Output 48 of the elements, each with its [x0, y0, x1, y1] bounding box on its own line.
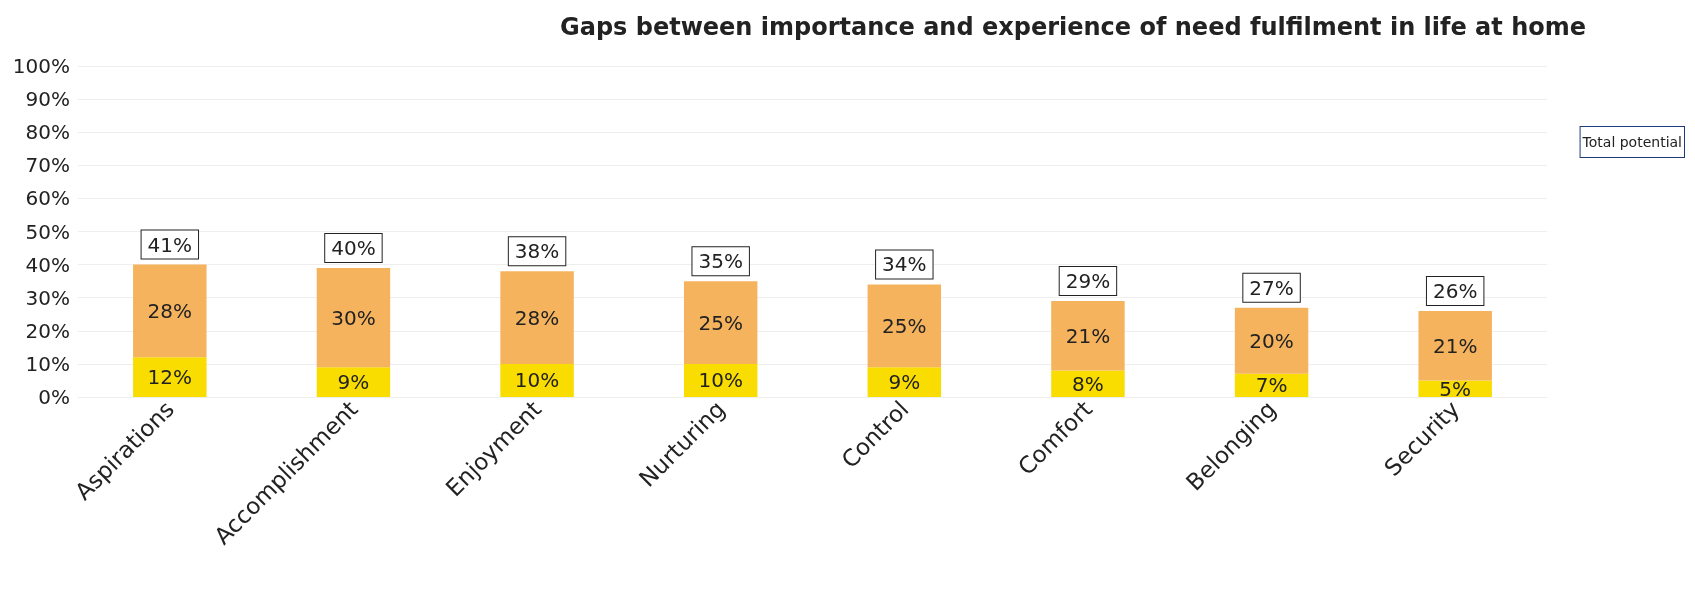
bar: [867, 284, 942, 368]
y-tick-label: 30%: [25, 285, 70, 310]
total-label: 38%: [514, 239, 560, 264]
bar: [867, 367, 942, 397]
total-label: 27%: [1249, 275, 1294, 300]
data-label: 10%: [514, 368, 560, 393]
y-tick-label: 20%: [25, 318, 70, 343]
y-tick-label: 50%: [25, 219, 70, 244]
y-tick-label: 90%: [25, 87, 70, 112]
data-label: 21%: [1065, 323, 1111, 348]
bar: [683, 281, 758, 364]
data-label: 12%: [147, 365, 193, 390]
data-label: 20%: [1249, 328, 1294, 353]
y-tick-label: 100%: [12, 54, 70, 78]
text: Total potential: [1581, 134, 1682, 150]
data-label: 5%: [1439, 376, 1472, 401]
data-label: 28%: [514, 305, 560, 330]
y-tick-label: 0%: [38, 385, 70, 409]
total-label: 26%: [1432, 278, 1478, 303]
data-label: 30%: [331, 305, 376, 330]
data-label: 9%: [888, 370, 921, 395]
chart-title: Gaps between importance and experience of need fulfilment in life at home: [560, 13, 1586, 41]
total-label: 41%: [147, 232, 193, 257]
total-label: 34%: [882, 252, 927, 277]
y-tick-label: 80%: [25, 120, 70, 145]
total-label: 29%: [1065, 269, 1111, 294]
data-label: 8%: [1072, 371, 1104, 396]
total-label: 35%: [698, 249, 743, 274]
total-label: 40%: [331, 235, 376, 260]
data-label: 7%: [1255, 373, 1288, 398]
data-label: 21%: [1432, 333, 1478, 358]
bar: [133, 264, 207, 358]
data-label: 25%: [882, 313, 927, 338]
y-tick-label: 40%: [25, 252, 70, 277]
bar: [133, 357, 207, 397]
bar: [1051, 301, 1125, 371]
bar: [316, 267, 391, 368]
data-label: 9%: [337, 370, 370, 395]
bar: [500, 271, 574, 364]
y-tick-label: 60%: [25, 186, 70, 211]
bar: [316, 367, 391, 397]
bar: [1418, 310, 1492, 381]
data-label: 28%: [147, 298, 193, 323]
y-tick-label: 70%: [25, 153, 70, 178]
data-label: 25%: [698, 310, 743, 335]
data-label: 10%: [698, 368, 743, 393]
y-tick-label: 10%: [25, 351, 70, 376]
bar: [1234, 307, 1309, 374]
